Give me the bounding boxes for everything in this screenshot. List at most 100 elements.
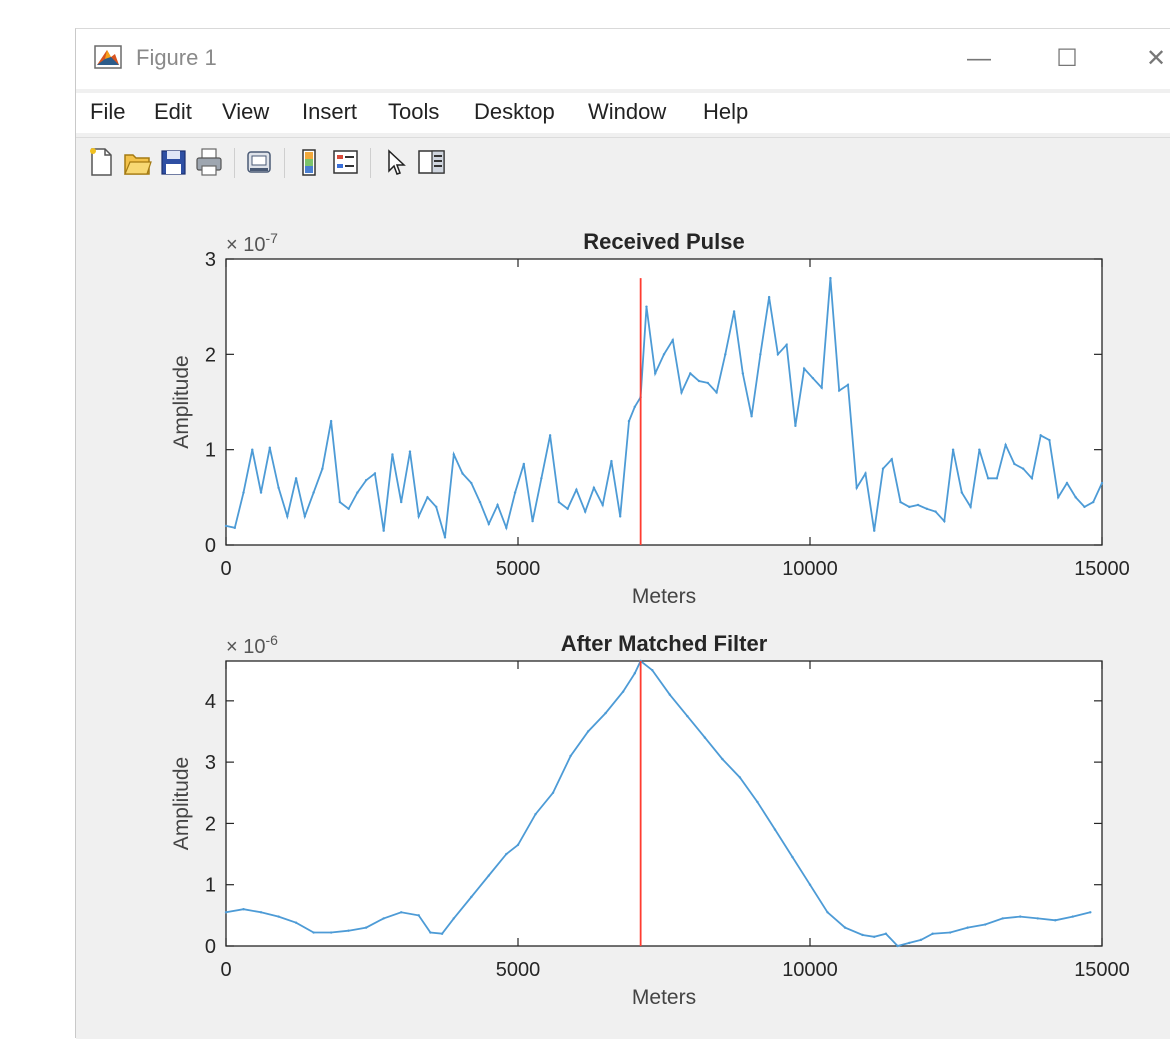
data-point bbox=[487, 522, 490, 526]
menu-view[interactable]: View bbox=[222, 99, 270, 124]
data-point bbox=[1074, 496, 1077, 499]
data-point bbox=[1083, 505, 1086, 509]
menu-help[interactable]: Help bbox=[703, 99, 749, 124]
data-point bbox=[919, 938, 923, 942]
data-point bbox=[470, 481, 473, 485]
legend-icon[interactable] bbox=[330, 146, 360, 178]
data-point bbox=[516, 843, 520, 847]
y-tick-label: 1 bbox=[205, 875, 216, 897]
data-point bbox=[400, 911, 403, 914]
data-point bbox=[986, 477, 990, 480]
data-point bbox=[440, 932, 444, 935]
data-point bbox=[689, 372, 692, 375]
minimize-button[interactable]: — bbox=[967, 45, 991, 72]
data-point bbox=[811, 376, 815, 380]
data-point bbox=[364, 926, 368, 929]
data-point bbox=[286, 515, 289, 518]
data-point bbox=[566, 507, 569, 510]
data-point bbox=[785, 343, 788, 346]
figure-window: Figure 1 — ☐ ✕ File Edit View Insert Too… bbox=[75, 28, 1170, 1039]
data-point bbox=[551, 791, 555, 794]
data-point bbox=[820, 386, 823, 389]
data-point bbox=[855, 486, 858, 489]
data-point bbox=[604, 711, 607, 715]
window-title: Figure 1 bbox=[136, 45, 217, 70]
maximize-button[interactable]: ☐ bbox=[1056, 45, 1078, 72]
x-tick-label: 15000 bbox=[1074, 558, 1130, 580]
data-point bbox=[534, 813, 537, 816]
exponent-label: × 10-7 bbox=[226, 230, 278, 256]
menu-desktop[interactable]: Desktop bbox=[474, 99, 555, 124]
data-point bbox=[329, 931, 333, 934]
data-point bbox=[908, 505, 911, 509]
pointer-icon[interactable] bbox=[380, 146, 410, 178]
menu-tools[interactable]: Tools bbox=[388, 99, 440, 124]
data-point bbox=[583, 510, 587, 513]
chart-title: Received Pulse bbox=[583, 229, 744, 254]
plot-area-2 bbox=[225, 660, 1103, 947]
data-point bbox=[966, 926, 969, 929]
data-point bbox=[960, 491, 964, 494]
x-tick-label: 15000 bbox=[1074, 959, 1130, 981]
y-tick-label: 1 bbox=[205, 440, 216, 462]
x-tick-label: 5000 bbox=[496, 959, 541, 981]
data-point bbox=[321, 467, 324, 470]
data-point bbox=[773, 828, 777, 831]
menu-insert[interactable]: Insert bbox=[302, 99, 358, 124]
close-button[interactable]: ✕ bbox=[1145, 45, 1167, 72]
x-tick-label: 10000 bbox=[782, 558, 838, 580]
data-point bbox=[984, 923, 987, 926]
y-tick-label: 2 bbox=[205, 344, 216, 366]
data-point bbox=[601, 503, 604, 507]
data-point bbox=[382, 917, 385, 920]
data-point bbox=[242, 908, 245, 911]
save-icon[interactable] bbox=[158, 146, 188, 178]
new-figure-icon[interactable] bbox=[86, 146, 116, 178]
menu-file[interactable]: File bbox=[90, 99, 126, 124]
data-point bbox=[610, 459, 613, 463]
data-point bbox=[934, 510, 937, 513]
data-point bbox=[1054, 919, 1057, 922]
y-tick-label: 4 bbox=[205, 691, 216, 713]
data-point bbox=[829, 276, 832, 280]
x-axis-label: Meters bbox=[632, 585, 696, 608]
data-point bbox=[738, 776, 742, 779]
data-point bbox=[873, 935, 876, 939]
plot-area-1 bbox=[225, 258, 1103, 546]
property-editor-icon[interactable] bbox=[416, 146, 446, 178]
data-point bbox=[645, 305, 648, 308]
open-file-icon[interactable] bbox=[122, 146, 152, 178]
colorbar-icon[interactable] bbox=[294, 146, 324, 178]
data-point bbox=[312, 491, 315, 494]
data-point bbox=[452, 917, 455, 920]
data-point bbox=[268, 446, 271, 449]
data-point bbox=[1030, 477, 1034, 480]
data-point bbox=[756, 800, 759, 804]
data-point bbox=[426, 496, 429, 499]
data-point bbox=[671, 338, 674, 342]
data-point bbox=[1036, 917, 1039, 920]
data-point bbox=[294, 921, 298, 924]
data-point bbox=[557, 500, 561, 504]
menu-window[interactable]: Window bbox=[588, 99, 667, 124]
data-point bbox=[347, 929, 350, 932]
data-point bbox=[417, 914, 420, 917]
data-point bbox=[522, 462, 526, 466]
link-plot-icon[interactable] bbox=[244, 146, 274, 178]
title-bar[interactable]: Figure 1 — ☐ ✕ bbox=[76, 29, 1170, 89]
data-point bbox=[864, 472, 867, 475]
menu-edit[interactable]: Edit bbox=[154, 99, 192, 124]
data-point bbox=[715, 391, 718, 394]
data-point bbox=[686, 714, 689, 718]
data-point bbox=[347, 507, 350, 510]
data-point bbox=[1065, 481, 1069, 485]
x-axis-label: Meters bbox=[632, 986, 696, 1009]
data-point bbox=[1100, 481, 1104, 485]
data-point bbox=[242, 491, 245, 494]
x-tick-label: 10000 bbox=[782, 959, 838, 981]
data-point bbox=[890, 458, 893, 461]
data-point bbox=[619, 515, 622, 518]
print-icon[interactable] bbox=[194, 146, 224, 178]
data-point bbox=[1089, 911, 1092, 914]
toolbar-separator bbox=[234, 148, 235, 178]
